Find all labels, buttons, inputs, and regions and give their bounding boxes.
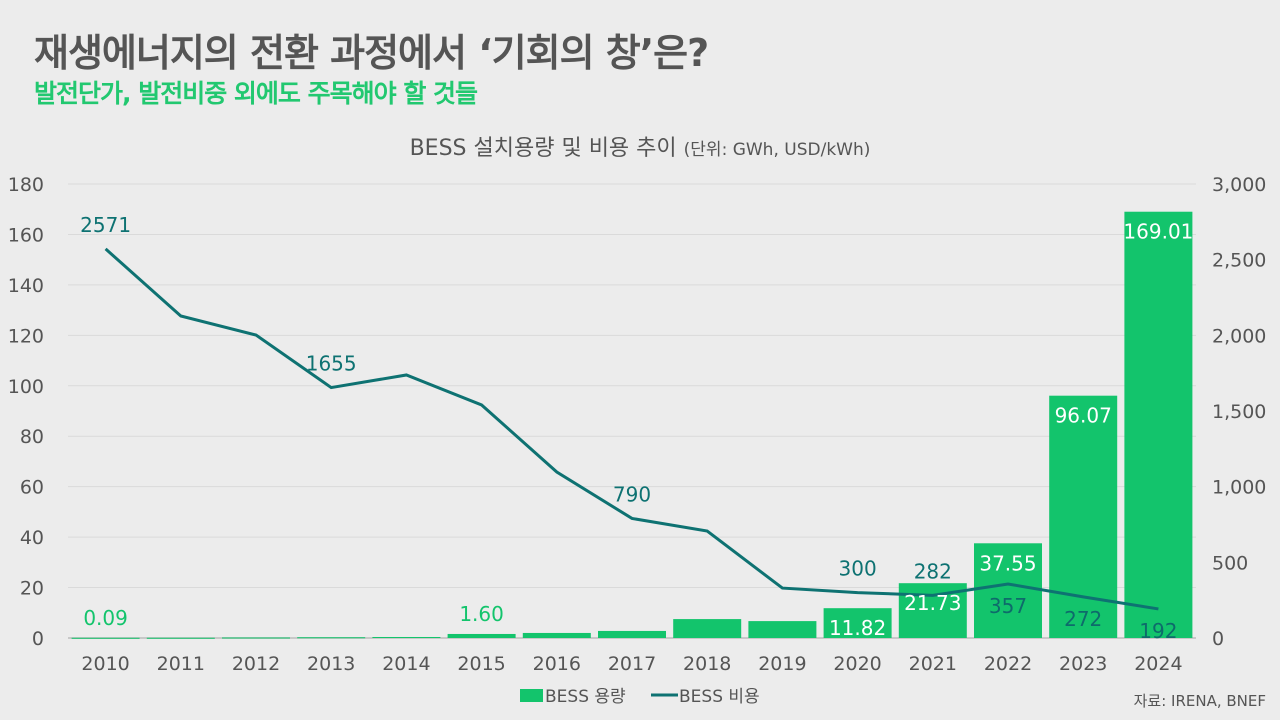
right-tick-label: 0 [1212,628,1224,650]
chart-title: BESS 설치용량 및 비용 추이 (단위: GWh, USD/kWh) [0,130,1280,162]
right-tick-label: 3,000 [1212,174,1266,196]
bar-2018 [673,619,742,638]
line-data-label: 272 [1064,607,1102,631]
bar-data-label: 11.82 [829,616,886,640]
bar-data-label: 21.73 [904,591,961,615]
page-subtitle: 발전단가, 발전비중 외에도 주목해야 할 것들 [34,79,478,108]
bar-2014 [372,636,441,638]
x-tick-label: 2023 [1059,653,1107,675]
bar-2020 [823,608,892,638]
line-data-label: 790 [613,482,651,506]
bar-2015 [447,633,516,638]
legend-line-label: BESS 비용 [679,687,760,707]
x-tick-label: 2018 [683,653,731,675]
left-tick-label: 20 [20,578,44,600]
legend-bar-swatch [520,689,543,702]
bar-2011 [146,637,215,639]
x-tick-label: 2014 [382,653,430,675]
page-title: 재생에너지의 전환 과정에서 ‘기회의 창’은? [34,31,709,75]
right-tick-label: 1,500 [1212,401,1266,423]
bar-2019 [748,621,817,638]
left-tick-label: 120 [8,325,44,347]
x-tick-label: 2010 [81,653,129,675]
x-tick-label: 2013 [307,653,355,675]
line-data-label: 192 [1139,619,1177,643]
bar-2024 [1124,211,1193,638]
right-tick-label: 500 [1212,552,1248,574]
chart-unit: (단위: GWh, USD/kWh) [683,140,871,160]
bar-data-label: 1.60 [459,602,504,626]
bar-2010 [71,637,140,639]
x-tick-label: 2022 [984,653,1032,675]
left-tick-label: 140 [8,275,44,297]
line-data-label: 282 [914,559,952,583]
left-tick-label: 80 [20,426,44,448]
bar-2016 [522,632,591,638]
source-note: 자료: IRENA, BNEF [1133,692,1266,710]
left-tick-label: 60 [20,477,44,499]
bar-2022 [974,543,1042,638]
line-data-label: 1655 [306,352,357,376]
bar-2013 [297,637,366,639]
right-tick-label: 1,000 [1212,477,1266,499]
right-tick-label: 2,500 [1212,250,1266,272]
x-tick-label: 2024 [1134,653,1182,675]
left-tick-label: 100 [8,376,44,398]
legend-bar-label: BESS 용량 [545,687,626,707]
x-tick-label: 2020 [833,653,881,675]
bar-data-label: 0.09 [83,606,128,630]
x-tick-label: 2016 [533,653,581,675]
line-data-label: 300 [839,557,877,581]
bar-2017 [598,630,666,638]
bar-2012 [222,637,290,639]
cost-line [104,247,1159,611]
x-tick-label: 2015 [457,653,505,675]
x-tick-label: 2012 [232,653,280,675]
chart-title-text: BESS 설치용량 및 비용 추이 [409,136,677,161]
left-tick-label: 40 [20,527,44,549]
line-data-label: 2571 [80,213,131,237]
bar-data-label: 169.01 [1123,220,1193,244]
left-tick-label: 180 [8,174,44,196]
bar-data-label: 96.07 [1055,404,1112,428]
left-tick-label: 160 [8,224,44,246]
left-tick-label: 0 [32,628,44,650]
line-data-label: 357 [989,594,1027,618]
x-tick-label: 2017 [608,653,656,675]
x-tick-label: 2021 [909,653,957,675]
x-tick-label: 2019 [758,653,806,675]
right-tick-label: 2,000 [1212,325,1266,347]
x-tick-label: 2011 [157,653,205,675]
bar-data-label: 37.55 [979,551,1036,575]
